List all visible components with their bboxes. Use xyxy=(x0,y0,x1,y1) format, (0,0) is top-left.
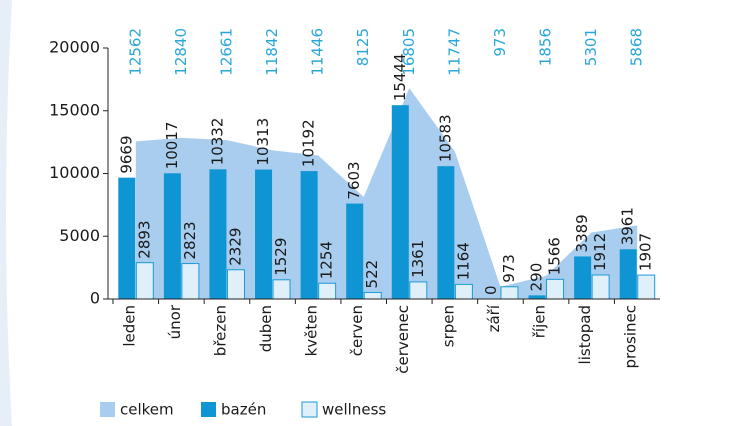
bar xyxy=(209,169,227,299)
value-label: 3389 xyxy=(573,214,591,252)
bar xyxy=(272,279,291,300)
legend-label: bazén xyxy=(221,401,266,419)
value-label: 10583 xyxy=(436,114,454,162)
x-tick-label: prosinec xyxy=(622,305,640,369)
bar xyxy=(226,269,245,300)
bar xyxy=(118,177,136,299)
value-label: 1529 xyxy=(272,238,290,276)
total-label: 973 xyxy=(491,28,509,57)
bar xyxy=(591,274,610,300)
bar xyxy=(300,171,318,299)
bar xyxy=(135,262,154,300)
total-label: 12840 xyxy=(172,28,190,76)
value-label: 10313 xyxy=(254,118,272,166)
legend-swatch xyxy=(201,402,216,417)
value-label: 0 xyxy=(482,285,500,295)
y-tick-label: 10000 xyxy=(49,163,100,182)
y-tick-label: 15000 xyxy=(49,100,100,119)
x-tick-label: květen xyxy=(303,305,321,356)
value-label: 2893 xyxy=(135,221,153,259)
bar xyxy=(528,295,546,299)
value-label: 15444 xyxy=(391,53,409,101)
x-tick-label: leden xyxy=(120,305,138,347)
bar xyxy=(500,286,519,300)
total-label: 12562 xyxy=(126,28,144,76)
y-tick-label: 0 xyxy=(90,289,100,308)
total-label: 5301 xyxy=(582,28,600,66)
total-label: 11842 xyxy=(263,28,281,76)
value-label: 1566 xyxy=(546,237,564,275)
y-tick-label: 5000 xyxy=(59,226,100,245)
bar xyxy=(437,166,455,299)
value-label: 10332 xyxy=(208,118,226,166)
value-label: 2823 xyxy=(181,221,199,259)
value-label: 1912 xyxy=(591,233,609,271)
x-tick-label: duben xyxy=(257,305,275,352)
total-label: 12661 xyxy=(217,28,235,76)
bar xyxy=(637,274,656,300)
bar xyxy=(163,173,181,299)
bar xyxy=(255,169,273,299)
bar xyxy=(574,256,592,299)
value-label: 1907 xyxy=(637,233,655,271)
total-label: 16805 xyxy=(400,28,418,76)
value-label: 3961 xyxy=(619,207,637,245)
value-label: 7603 xyxy=(345,161,363,199)
value-label: 9669 xyxy=(117,135,135,173)
x-tick-label: říjen xyxy=(531,305,549,338)
bar xyxy=(318,282,337,300)
value-label: 522 xyxy=(363,260,381,289)
bar xyxy=(181,263,200,300)
total-label: 8125 xyxy=(354,28,372,66)
bar xyxy=(619,249,637,299)
total-label: 1856 xyxy=(537,28,555,66)
total-label: 11446 xyxy=(309,28,327,76)
x-tick-label: červen xyxy=(348,305,366,356)
x-tick-label: březen xyxy=(211,305,229,356)
x-tick-label: září xyxy=(485,304,503,332)
value-label: 2329 xyxy=(226,228,244,266)
bar xyxy=(454,283,473,300)
legend-swatch xyxy=(301,401,318,418)
bar xyxy=(409,281,428,300)
bar xyxy=(546,278,565,300)
value-label: 10017 xyxy=(163,122,181,170)
x-tick-label: červenec xyxy=(394,305,412,374)
value-label: 10192 xyxy=(300,119,318,167)
bar xyxy=(391,105,409,300)
legend-label: wellness xyxy=(322,401,386,419)
y-tick-label: 20000 xyxy=(49,38,100,57)
value-label: 973 xyxy=(500,254,518,283)
legend-label: celkem xyxy=(120,401,174,419)
x-tick-label: srpen xyxy=(439,305,457,347)
x-tick-label: únor xyxy=(166,304,184,339)
value-label: 1361 xyxy=(409,240,427,278)
bar xyxy=(363,291,382,300)
total-label: 11747 xyxy=(445,28,463,76)
x-tick-label: listopad xyxy=(576,305,594,364)
legend-swatch xyxy=(100,402,115,417)
value-label: 1254 xyxy=(318,241,336,279)
value-label: 290 xyxy=(528,263,546,292)
total-label: 5868 xyxy=(628,28,646,66)
value-label: 1164 xyxy=(454,242,472,280)
bar xyxy=(346,203,364,299)
